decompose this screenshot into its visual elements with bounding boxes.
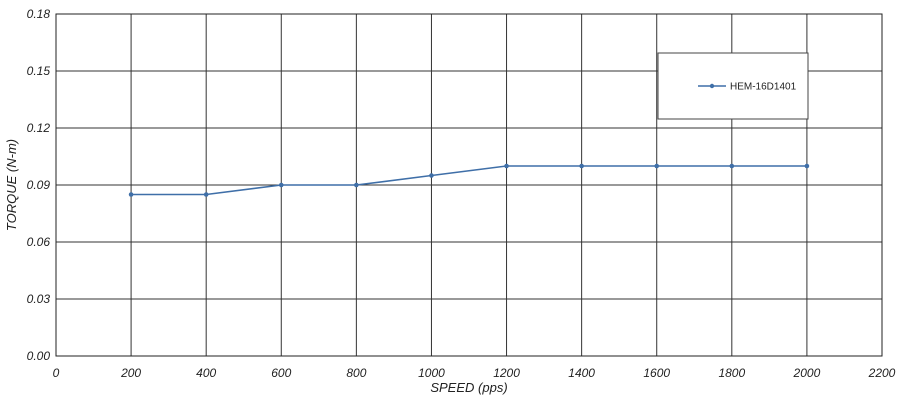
x-tick-label: 0 bbox=[53, 366, 60, 380]
data-point bbox=[278, 182, 284, 188]
legend-marker bbox=[709, 83, 715, 89]
data-point bbox=[654, 163, 660, 169]
legend-label: HEM-16D1401 bbox=[730, 82, 797, 93]
legend-box bbox=[657, 52, 809, 120]
y-tick-label: 0.09 bbox=[27, 178, 51, 192]
x-tick-label: 800 bbox=[346, 366, 366, 380]
data-point bbox=[504, 163, 509, 169]
data-point bbox=[354, 182, 359, 188]
x-axis-title: SPEED (pps) bbox=[430, 380, 507, 395]
x-tick-label: 1200 bbox=[493, 366, 520, 380]
x-tick-label: 2000 bbox=[793, 366, 821, 380]
x-tick-label: 200 bbox=[120, 366, 141, 380]
data-point bbox=[429, 173, 434, 178]
legend: HEM-16D1401 bbox=[657, 52, 809, 120]
y-tick-label: 0.18 bbox=[27, 7, 51, 21]
data-point bbox=[203, 192, 209, 197]
grid bbox=[55, 13, 883, 357]
y-axis-title: TORQUE (N-m) bbox=[4, 139, 19, 231]
y-axis-ticks: 0.00 0.03 0.06 0.09 0.12 0.15 0.18 bbox=[27, 7, 51, 363]
data-point bbox=[128, 192, 134, 197]
x-tick-label: 1400 bbox=[568, 366, 595, 380]
data-point bbox=[579, 163, 584, 169]
y-tick-label: 0.06 bbox=[27, 235, 51, 249]
x-tick-label: 1600 bbox=[643, 366, 670, 380]
data-point bbox=[804, 163, 810, 169]
plot-area bbox=[55, 13, 883, 357]
x-tick-label: 2200 bbox=[868, 366, 896, 380]
y-tick-label: 0.15 bbox=[27, 64, 51, 78]
y-tick-label: 0.03 bbox=[27, 292, 51, 306]
data-point bbox=[729, 163, 735, 169]
series-line bbox=[131, 165, 807, 196]
x-tick-label: 1800 bbox=[718, 366, 745, 380]
x-tick-label: 600 bbox=[271, 366, 291, 380]
y-tick-label: 0.12 bbox=[27, 121, 51, 135]
series-layer bbox=[128, 163, 810, 197]
y-tick-label: 0.00 bbox=[27, 349, 51, 363]
x-tick-label: 1000 bbox=[418, 366, 445, 380]
x-tick-label: 400 bbox=[196, 366, 216, 380]
x-axis-ticks: 0 200 400 600 800 1000 1200 1400 1600 1800 2000 220… bbox=[53, 366, 896, 380]
